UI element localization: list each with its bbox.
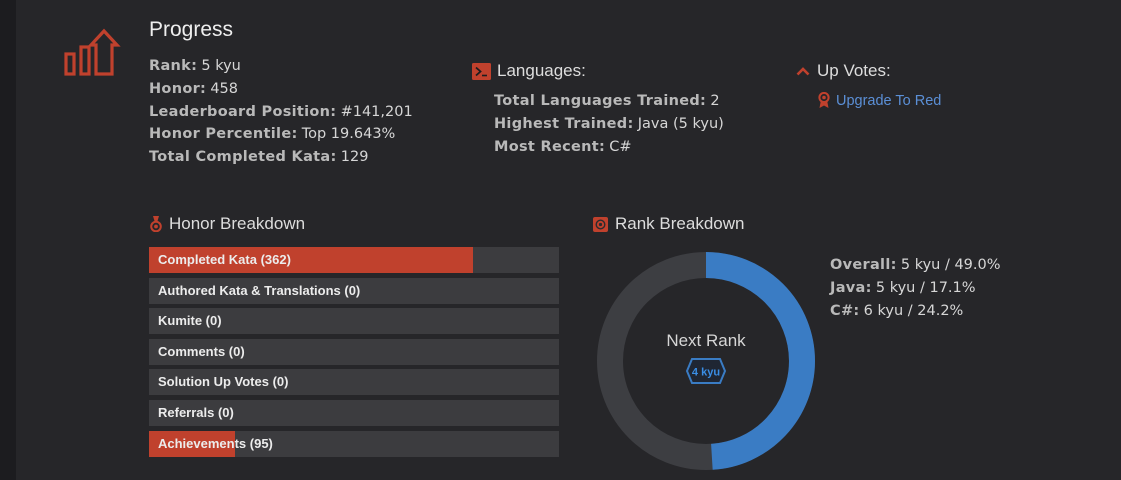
next-rank-label: Next Rank — [666, 331, 746, 350]
languages-title: Languages: — [497, 61, 586, 80]
honor-bar-referrals: Referrals (0) — [149, 399, 559, 426]
upvotes-header: Up Votes: — [796, 61, 891, 81]
honor-bar-kumite: Kumite (0) — [149, 308, 559, 335]
highest-trained-stat: Highest Trained: Java (5 kyu) — [494, 115, 724, 132]
upgrade-row: Upgrade To Red — [818, 92, 941, 109]
chevron-up-icon — [796, 67, 810, 76]
bar-label: Solution Up Votes (0) — [158, 374, 289, 390]
csharp-rank-stat: C#: 6 kyu / 24.2% — [830, 302, 964, 319]
leaderboard-stat: Leaderboard Position: #141,201 — [149, 103, 413, 120]
progress-title: Progress — [149, 18, 234, 41]
honor-breakdown-bars: Completed Kata (362) Authored Kata & Tra… — [149, 247, 559, 461]
languages-stats: Total Languages Trained: 2 Highest Train… — [494, 90, 724, 158]
honor-percentile-stat: Honor Percentile: Top 19.643% — [149, 126, 396, 143]
bar-label: Completed Kata (362) — [158, 252, 291, 267]
award-ribbon-icon — [818, 92, 830, 108]
languages-header: Languages: — [472, 61, 586, 81]
honor-breakdown-title: Honor Breakdown — [169, 214, 306, 233]
next-rank-badge-label: 4 kyu — [692, 367, 720, 379]
honor-bar-achievements: Achievements (95) — [149, 430, 559, 457]
total-languages-stat: Total Languages Trained: 2 — [494, 93, 720, 109]
bar-label: Kumite (0) — [158, 313, 222, 329]
bar-label: Achievements (95) — [158, 435, 273, 451]
bar-label: Referrals (0) — [158, 404, 234, 420]
honor-bar-solution-up-votes: Solution Up Votes (0) — [149, 369, 559, 396]
medal-icon — [150, 216, 162, 232]
bar-label: Authored Kata & Translations (0) — [158, 282, 361, 298]
completed-kata-stat: Total Completed Kata: 129 — [149, 149, 369, 166]
upgrade-to-red-link[interactable]: Upgrade To Red — [836, 92, 942, 109]
rank-progress-donut: Next Rank 4 kyu — [597, 252, 815, 470]
rank-breakdown-header: Rank Breakdown — [593, 214, 744, 234]
honor-stat: Honor: 458 — [149, 80, 238, 97]
progress-stats: Rank: 5 kyu Honor: 458 Leaderboard Posit… — [149, 55, 413, 169]
rank-target-icon — [593, 216, 608, 232]
rank-stats: Overall: 5 kyu / 49.0% Java: 5 kyu / 17.… — [830, 254, 1001, 322]
rank-stat: Rank: 5 kyu — [149, 58, 241, 74]
honor-bar-completed-kata: Completed Kata (362) — [149, 247, 559, 273]
progress-chart-icon — [64, 28, 121, 76]
honor-bar-authored-kata: Authored Kata & Translations (0) — [149, 277, 559, 304]
bar-fill — [149, 247, 473, 273]
donut-progress-arc — [597, 252, 815, 470]
honor-bar-comments: Comments (0) — [149, 338, 559, 365]
bar-fill — [149, 430, 236, 457]
rank-breakdown-title: Rank Breakdown — [615, 214, 745, 233]
next-rank-badge: 4 kyu — [685, 358, 727, 384]
bar-label: Comments (0) — [158, 343, 245, 359]
upvotes-title: Up Votes: — [817, 61, 891, 80]
terminal-icon — [472, 62, 491, 80]
overall-rank-stat: Overall: 5 kyu / 49.0% — [830, 257, 1001, 273]
honor-breakdown-header: Honor Breakdown — [150, 214, 305, 234]
most-recent-stat: Most Recent: C# — [494, 138, 632, 155]
java-rank-stat: Java: 5 kyu / 17.1% — [830, 279, 976, 296]
